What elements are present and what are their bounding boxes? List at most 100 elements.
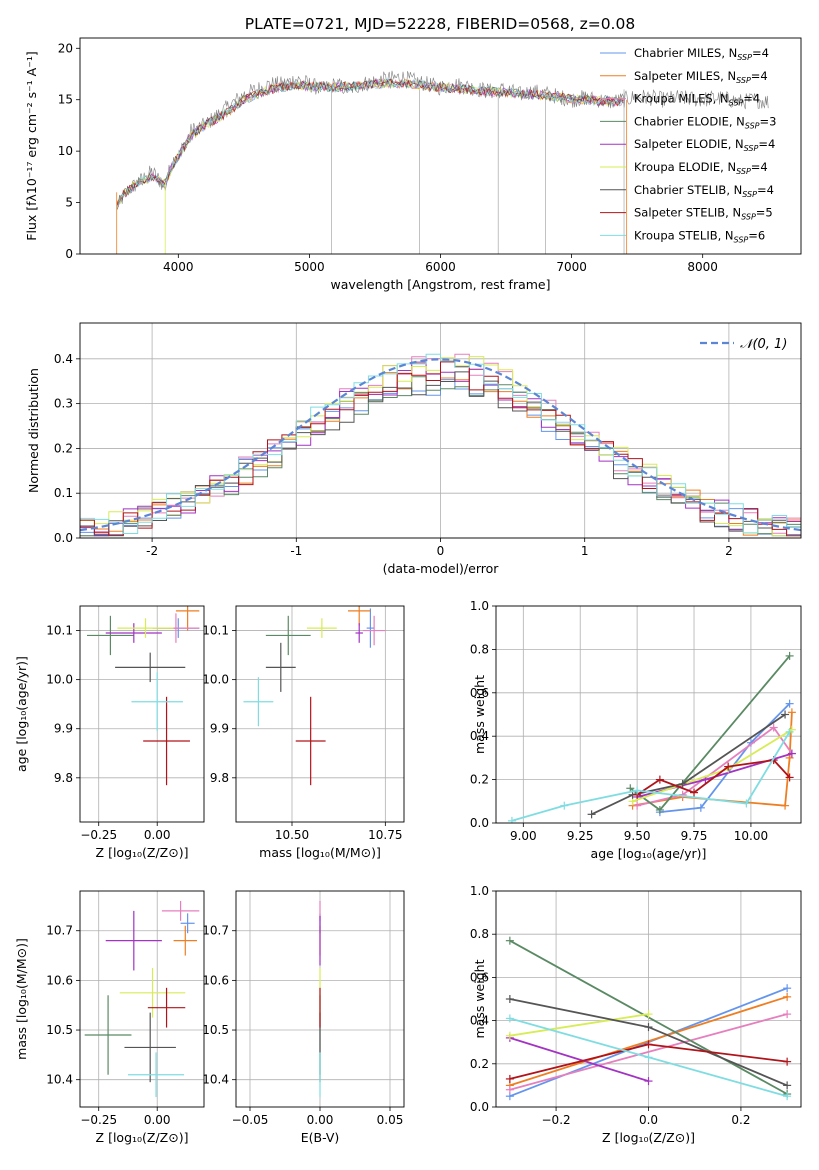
errorbar-point bbox=[265, 615, 311, 656]
age-vs-mass-plot: 10.50 10.75 9.8 9.9 10.0 10.1 mass [log₁₀(M/M⊙… bbox=[202, 605, 405, 860]
plus-marker bbox=[560, 801, 569, 810]
errorbar-point bbox=[115, 652, 186, 683]
plus-marker bbox=[633, 786, 642, 795]
y-tick-label: 10.5 bbox=[46, 1023, 73, 1037]
x-tick-label: 5000 bbox=[294, 260, 325, 274]
errorbar-point bbox=[119, 967, 186, 1018]
x-tick-label: −0.25 bbox=[80, 1113, 117, 1127]
y-tick-label: 9.8 bbox=[210, 771, 229, 785]
spectrum-plot: 4000 5000 6000 7000 8000 0 5 10 15 20 wavelength [… bbox=[24, 37, 802, 292]
gaussian-reference-line bbox=[80, 358, 801, 532]
x-axis-label: mass [log₁₀(M/M⊙)] bbox=[259, 845, 381, 860]
y-tick-label: 10.7 bbox=[46, 924, 73, 938]
x-tick-label: 0 bbox=[437, 544, 445, 558]
plus-marker bbox=[696, 803, 705, 812]
y-tick-label: 10 bbox=[58, 144, 73, 158]
errorbar-point bbox=[117, 618, 174, 638]
legend-label: Chabrier MILES, NSSP=4 bbox=[634, 46, 769, 62]
y-tick-label: 10.6 bbox=[46, 973, 73, 987]
plus-marker bbox=[787, 749, 796, 758]
legend-label: Kroupa MILES, NSSP=4 bbox=[634, 92, 760, 108]
plot-area bbox=[84, 900, 200, 1098]
axes-frame bbox=[79, 322, 802, 539]
x-tick-label: 0.05 bbox=[377, 1113, 404, 1127]
plus-marker bbox=[644, 1053, 653, 1062]
y-tick-label: 0 bbox=[65, 247, 73, 261]
errorbar-point bbox=[105, 623, 162, 643]
x-tick-label: 9.25 bbox=[567, 829, 594, 843]
plus-marker bbox=[655, 805, 664, 814]
x-tick-label: -1 bbox=[290, 544, 302, 558]
x-axis-label: (data-model)/error bbox=[383, 561, 500, 576]
errorbar-point bbox=[366, 608, 375, 648]
y-tick-label: 0.2 bbox=[470, 1057, 489, 1071]
errorbar-point bbox=[362, 615, 386, 646]
mass-weight-line bbox=[632, 728, 793, 803]
plus-marker bbox=[783, 1081, 792, 1090]
mass-weight-line bbox=[636, 726, 793, 807]
plus-marker bbox=[633, 801, 642, 810]
model-spectrum-line bbox=[116, 78, 624, 209]
y-tick-label: 5 bbox=[65, 196, 73, 210]
x-tick-label: 10.00 bbox=[734, 829, 768, 843]
plus-marker bbox=[690, 788, 699, 797]
x-tick-label: 9.75 bbox=[681, 829, 708, 843]
legend-label: Chabrier ELODIE, NSSP=3 bbox=[634, 114, 776, 130]
x-tick-label: 8000 bbox=[687, 260, 718, 274]
x-tick-label: 9.00 bbox=[510, 829, 537, 843]
x-tick-label: 0.0 bbox=[639, 1113, 658, 1127]
y-tick-label: 0.2 bbox=[470, 773, 489, 787]
y-tick-label: 0.8 bbox=[470, 642, 489, 656]
y-axis-label: Flux [fλ10⁻¹⁷ erg cm⁻² s⁻¹ A⁻¹] bbox=[24, 51, 39, 240]
plus-marker bbox=[644, 1010, 653, 1019]
x-tick-label: 10.50 bbox=[275, 828, 309, 842]
plot-area bbox=[116, 70, 769, 254]
y-axis-label: mass weight bbox=[472, 959, 487, 1038]
plus-marker bbox=[505, 1085, 514, 1094]
y-tick-label: 0.4 bbox=[470, 729, 489, 743]
y-tick-label: 9.9 bbox=[210, 722, 229, 736]
y-tick-label: 0.8 bbox=[470, 927, 489, 941]
legend-label: Chabrier STELIB, NSSP=4 bbox=[634, 183, 774, 199]
age-vs-metallicity-plot: −0.25 0.00 9.8 9.9 10.0 10.1 Z [log₁₀(Z/Z⊙)] ag… bbox=[14, 605, 205, 860]
model-spectrum-line bbox=[116, 78, 624, 204]
errorbar-point bbox=[87, 615, 134, 656]
plus-marker bbox=[783, 1010, 792, 1019]
errorbar-point bbox=[84, 995, 132, 1075]
y-tick-label: 0.0 bbox=[470, 816, 489, 830]
plus-marker bbox=[507, 816, 516, 823]
y-tick-label: 0.6 bbox=[470, 970, 489, 984]
plot-area bbox=[507, 651, 796, 823]
axes-frame bbox=[79, 890, 205, 1108]
y-axis-label: mass weight bbox=[472, 675, 487, 754]
plus-marker bbox=[644, 1023, 653, 1032]
plus-marker bbox=[587, 810, 596, 819]
y-axis-label: Normed distribution bbox=[26, 368, 41, 493]
errorbar-point bbox=[306, 618, 337, 638]
errorbar-point bbox=[175, 606, 200, 631]
plus-marker bbox=[785, 651, 794, 660]
legend-label: Salpeter STELIB, NSSP=5 bbox=[634, 206, 773, 222]
x-axis-label: wavelength [Angstrom, rest frame] bbox=[330, 277, 550, 292]
y-tick-label: 0.0 bbox=[470, 1100, 489, 1114]
x-tick-label: −0.05 bbox=[232, 1113, 269, 1127]
y-tick-label: 0.3 bbox=[54, 397, 73, 411]
y-tick-label: 10.1 bbox=[46, 624, 73, 638]
y-tick-label: 0.0 bbox=[54, 531, 73, 545]
mass-vs-metallicity-plot: −0.25 0.00 10.4 10.5 10.6 10.7 Z [log₁₀(Z/Z⊙)]… bbox=[14, 890, 205, 1145]
errorbar-point bbox=[124, 1012, 176, 1083]
y-tick-label: 0.1 bbox=[54, 486, 73, 500]
plus-marker bbox=[785, 773, 794, 782]
mass-vs-ebv-plot: −0.05 0.00 0.05 10.4 10.5 10.6 10.7 E(B-V) bbox=[202, 890, 405, 1145]
plus-marker bbox=[678, 779, 687, 788]
errorbar-point bbox=[295, 696, 326, 786]
errorbar-point bbox=[243, 677, 274, 727]
x-tick-label: -2 bbox=[146, 544, 158, 558]
model-spectrum-line bbox=[116, 78, 624, 208]
y-tick-label: 0.6 bbox=[470, 686, 489, 700]
plus-marker bbox=[742, 799, 751, 808]
x-tick-label: 1 bbox=[581, 544, 589, 558]
spectrum-legend: Chabrier MILES, NSSP=4 Salpeter MILES, NS… bbox=[600, 46, 776, 244]
y-tick-label: 10.7 bbox=[202, 924, 229, 938]
